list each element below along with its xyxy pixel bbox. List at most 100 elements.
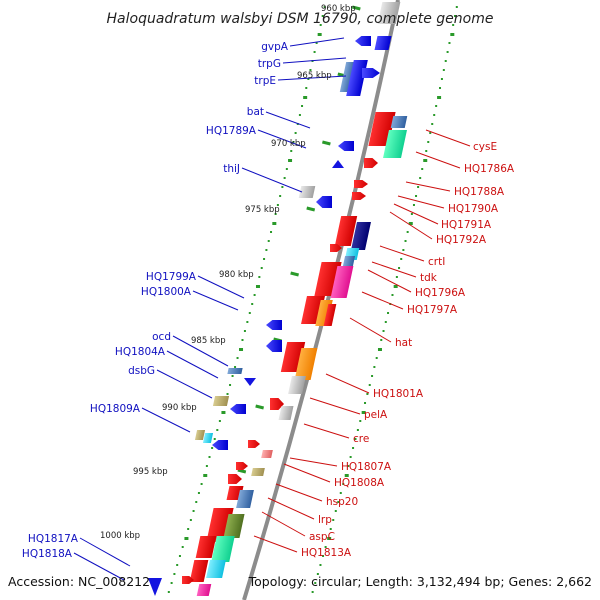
gc-dot <box>408 222 413 225</box>
gene-label-HQ1792A[interactable]: HQ1792A <box>436 234 487 246</box>
gene-box <box>195 536 217 558</box>
gene-box <box>251 468 265 476</box>
gene-label-HQ1790A[interactable]: HQ1790A <box>448 203 499 215</box>
kbp-label-980: 980 kbp <box>219 270 254 280</box>
gene-arrow-forward <box>182 576 194 584</box>
gene-label-HQ1801A[interactable]: HQ1801A <box>373 388 424 400</box>
leader-line <box>265 111 311 129</box>
gene-arrow-forward <box>236 462 248 470</box>
leader-line <box>267 497 315 520</box>
gene-box <box>278 406 294 420</box>
gc-dot <box>272 222 277 225</box>
gene-label-HQ1809A[interactable]: HQ1809A <box>90 403 141 415</box>
gc-dot <box>260 267 263 269</box>
gc-dot <box>323 6 326 8</box>
gc-dot <box>393 285 398 288</box>
gc-dot <box>187 528 190 530</box>
kbp-tick <box>290 271 299 277</box>
gene-arrow-forward <box>270 398 284 410</box>
gc-dot <box>391 294 394 296</box>
gene-box <box>342 256 356 266</box>
gene-label-gvpA[interactable]: gvpA <box>261 41 289 53</box>
gene-label-HQ1796A[interactable]: HQ1796A <box>415 287 466 299</box>
gene-label-pelA[interactable]: pelA <box>364 409 388 421</box>
gc-dot <box>317 33 322 36</box>
gc-dot <box>354 438 357 440</box>
gene-label-trpG[interactable]: trpG <box>258 58 281 70</box>
gc-dot <box>184 537 189 540</box>
leader-line <box>303 423 350 439</box>
gene-label-bat[interactable]: bat <box>247 106 264 118</box>
gc-dot <box>178 555 181 557</box>
gene-box <box>236 490 254 508</box>
gc-dot <box>400 258 403 260</box>
gene-label-ocd[interactable]: ocd <box>152 331 171 343</box>
gc-dot <box>347 465 350 467</box>
gene-label-tdk[interactable]: tdk <box>420 272 438 284</box>
leader-line <box>156 369 213 399</box>
gene-label-HQ1791A[interactable]: HQ1791A <box>441 219 492 231</box>
gene-box <box>334 216 358 246</box>
gc-dot <box>444 60 447 62</box>
gc-dot <box>440 78 443 80</box>
gc-dot <box>431 123 434 125</box>
gc-dot <box>221 411 226 414</box>
gc-dot <box>167 591 170 593</box>
gene-label-hat[interactable]: hat <box>395 337 412 349</box>
gc-dot <box>332 519 335 521</box>
topology-text: Topology: circular; Length: 3,132,494 bp… <box>248 574 592 589</box>
gc-dot <box>425 150 428 152</box>
gene-label-HQ1788A[interactable]: HQ1788A <box>454 186 505 198</box>
gene-label-crtI[interactable]: crtI <box>428 256 445 268</box>
gene-box <box>202 433 214 443</box>
gene-box <box>261 450 273 458</box>
gc-dot <box>279 195 282 197</box>
gene-label-lrp[interactable]: lrp <box>318 514 332 526</box>
leader-line <box>397 195 445 209</box>
gc-dot <box>337 501 340 503</box>
leader-line <box>415 151 461 169</box>
map-title: Haloquadratum walsbyi DSM 16790, complet… <box>107 11 494 27</box>
leader-line <box>367 269 412 293</box>
gc-dot <box>226 393 229 395</box>
gene-label-aspC[interactable]: aspC <box>309 531 335 543</box>
gc-dot <box>437 96 442 99</box>
gene-label-HQ1808A[interactable]: HQ1808A <box>334 477 385 489</box>
gc-dot <box>344 474 349 477</box>
gene-label-trpE[interactable]: trpE <box>254 75 276 87</box>
gc-dot <box>208 456 211 458</box>
gene-label-HQ1800A[interactable]: HQ1800A <box>141 286 192 298</box>
leader-line <box>309 397 361 415</box>
gc-dot <box>301 105 304 107</box>
gc-dot <box>236 357 239 359</box>
kbp-label-1000: 1000 kbp <box>100 531 140 541</box>
gene-label-HQ1813A[interactable]: HQ1813A <box>301 547 352 559</box>
gene-label-hsp20[interactable]: hsp20 <box>326 496 358 508</box>
gene-label-HQ1818A[interactable]: HQ1818A <box>22 548 73 560</box>
gene-label-HQ1804A[interactable]: HQ1804A <box>115 346 166 358</box>
gene-label-HQ1797A[interactable]: HQ1797A <box>407 304 458 316</box>
gene-label-cre[interactable]: cre <box>353 433 369 445</box>
gc-dot <box>229 384 232 386</box>
gc-dot <box>352 447 355 449</box>
gc-dot <box>398 267 401 269</box>
gene-label-HQ1789A[interactable]: HQ1789A <box>206 125 257 137</box>
gc-dot <box>448 42 451 44</box>
gene-box <box>383 130 407 158</box>
gene-label-HQ1807A[interactable]: HQ1807A <box>341 461 392 473</box>
gene-label-HQ1799A[interactable]: HQ1799A <box>146 271 197 283</box>
gene-label-thiJ[interactable]: thiJ <box>223 163 240 175</box>
leader-line <box>166 350 219 379</box>
gene-label-HQ1817A[interactable]: HQ1817A <box>28 533 79 545</box>
leader-line <box>172 335 229 367</box>
gene-arrow-reverse <box>266 320 282 330</box>
gene-label-cysE[interactable]: cysE <box>473 141 497 153</box>
kbp-label-985: 985 kbp <box>191 336 226 346</box>
gc-dot <box>442 69 445 71</box>
leader-line <box>393 203 439 225</box>
gene-label-dsbG[interactable]: dsbG <box>128 365 155 377</box>
gc-dot <box>294 132 297 134</box>
gene-label-HQ1786A[interactable]: HQ1786A <box>464 163 515 175</box>
